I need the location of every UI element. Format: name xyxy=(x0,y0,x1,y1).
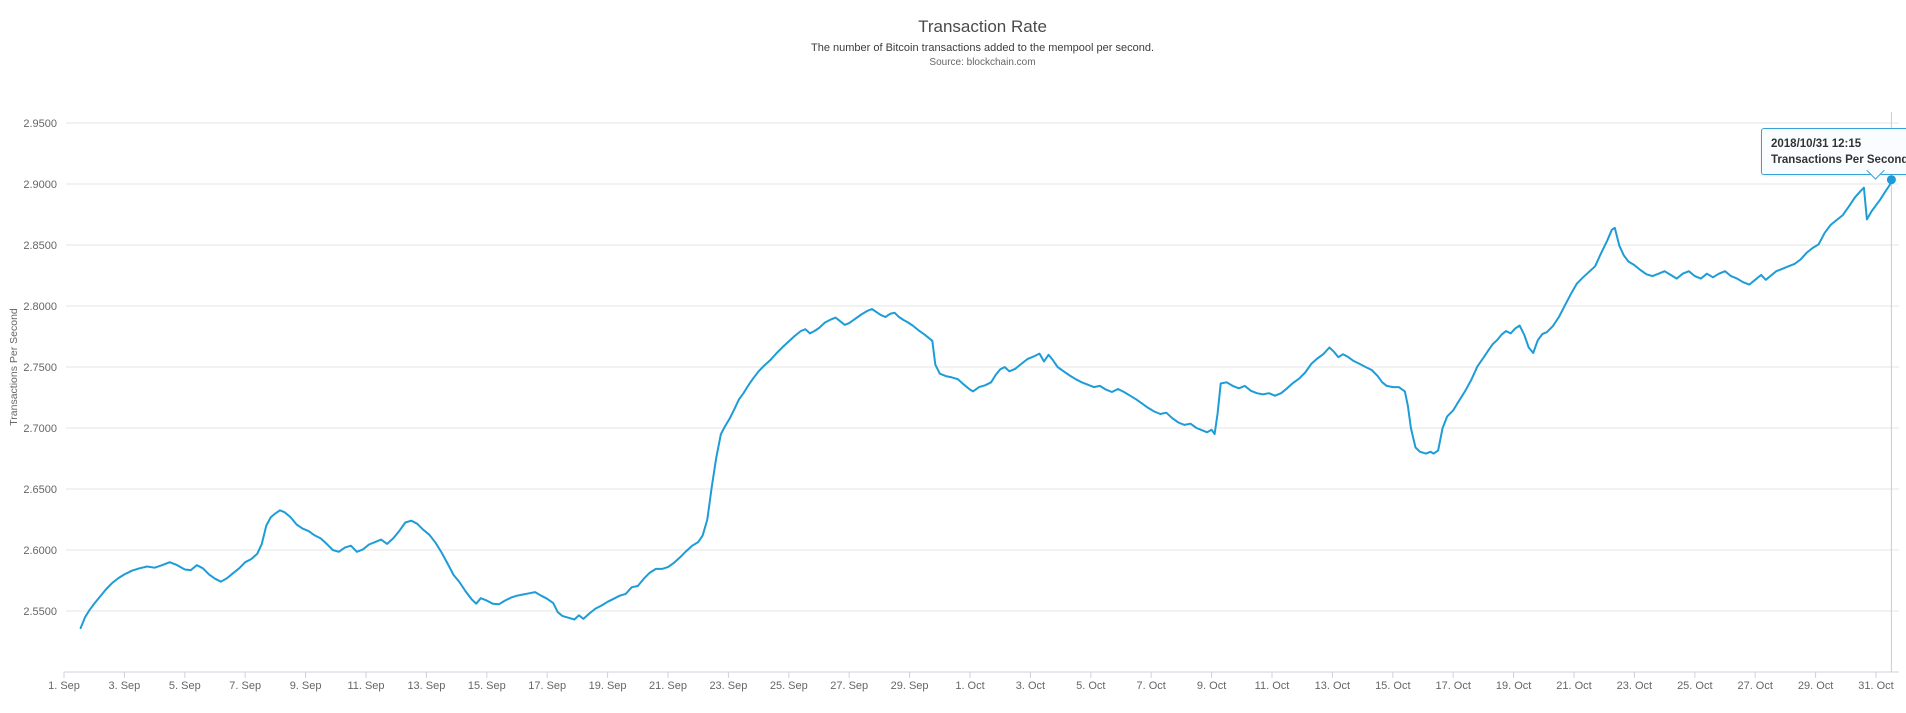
series-line xyxy=(79,178,1893,630)
svg-text:23. Oct: 23. Oct xyxy=(1617,680,1652,692)
svg-text:3. Sep: 3. Sep xyxy=(108,680,140,692)
svg-text:17. Oct: 17. Oct xyxy=(1435,680,1470,692)
svg-text:2.9000: 2.9000 xyxy=(23,179,57,191)
svg-text:17. Sep: 17. Sep xyxy=(528,680,566,692)
svg-text:19. Oct: 19. Oct xyxy=(1496,680,1531,692)
tooltip: 2018/10/31 12:15 Transactions Per Second… xyxy=(1761,128,1906,175)
svg-text:27. Sep: 27. Sep xyxy=(830,680,868,692)
svg-text:7. Sep: 7. Sep xyxy=(229,680,261,692)
chart-source: Source: blockchain.com xyxy=(929,57,1036,68)
svg-text:9. Oct: 9. Oct xyxy=(1197,680,1226,692)
svg-text:13. Oct: 13. Oct xyxy=(1315,680,1350,692)
svg-text:19. Sep: 19. Sep xyxy=(589,680,627,692)
x-axis-ticks xyxy=(63,672,1877,678)
svg-text:2.7000: 2.7000 xyxy=(23,423,57,435)
svg-text:2.6000: 2.6000 xyxy=(23,545,57,557)
svg-text:1. Oct: 1. Oct xyxy=(955,680,984,692)
svg-text:2.6500: 2.6500 xyxy=(23,484,57,496)
svg-text:2.8500: 2.8500 xyxy=(23,240,57,252)
svg-text:15. Sep: 15. Sep xyxy=(468,680,506,692)
svg-text:25. Oct: 25. Oct xyxy=(1677,680,1712,692)
last-point-marker xyxy=(1886,175,1896,185)
svg-text:15. Oct: 15. Oct xyxy=(1375,680,1410,692)
svg-text:29. Oct: 29. Oct xyxy=(1798,680,1833,692)
svg-text:21. Oct: 21. Oct xyxy=(1556,680,1591,692)
svg-text:13. Sep: 13. Sep xyxy=(407,680,445,692)
svg-text:2.7500: 2.7500 xyxy=(23,362,57,374)
svg-text:31. Oct: 31. Oct xyxy=(1858,680,1893,692)
svg-text:5. Sep: 5. Sep xyxy=(169,680,201,692)
tooltip-value-row: Transactions Per Second: 2.900 xyxy=(1771,152,1906,168)
gridlines xyxy=(66,122,1899,612)
svg-text:5. Oct: 5. Oct xyxy=(1076,680,1105,692)
svg-text:2.5500: 2.5500 xyxy=(23,606,57,618)
svg-text:25. Sep: 25. Sep xyxy=(770,680,808,692)
svg-text:9. Sep: 9. Sep xyxy=(290,680,322,692)
svg-text:3. Oct: 3. Oct xyxy=(1016,680,1045,692)
svg-text:23. Sep: 23. Sep xyxy=(709,680,747,692)
svg-text:2.9500: 2.9500 xyxy=(23,118,57,130)
svg-text:1. Sep: 1. Sep xyxy=(48,680,80,692)
x-axis-labels: 1. Sep 3. Sep 5. Sep 7. Sep 9. Sep 11. Sep 13.… xyxy=(48,680,1894,692)
svg-text:21. Sep: 21. Sep xyxy=(649,680,687,692)
svg-text:11. Oct: 11. Oct xyxy=(1255,680,1290,692)
chart-subtitle: The number of Bitcoin transactions added… xyxy=(810,42,1155,54)
svg-text:29. Sep: 29. Sep xyxy=(891,680,929,692)
tooltip-series-label: Transactions Per Second xyxy=(1771,154,1906,166)
svg-text:11. Sep: 11. Sep xyxy=(347,680,384,692)
svg-text:2.8000: 2.8000 xyxy=(23,301,57,313)
svg-text:7. Oct: 7. Oct xyxy=(1137,680,1166,692)
y-axis-labels: 2.5500 2.6000 2.6500 2.7000 2.7500 2.8000 2.85… xyxy=(23,118,57,618)
tooltip-date: 2018/10/31 12:15 xyxy=(1771,138,1862,150)
page-title: Transaction Rate xyxy=(918,17,1047,36)
svg-text:27. Oct: 27. Oct xyxy=(1737,680,1772,692)
